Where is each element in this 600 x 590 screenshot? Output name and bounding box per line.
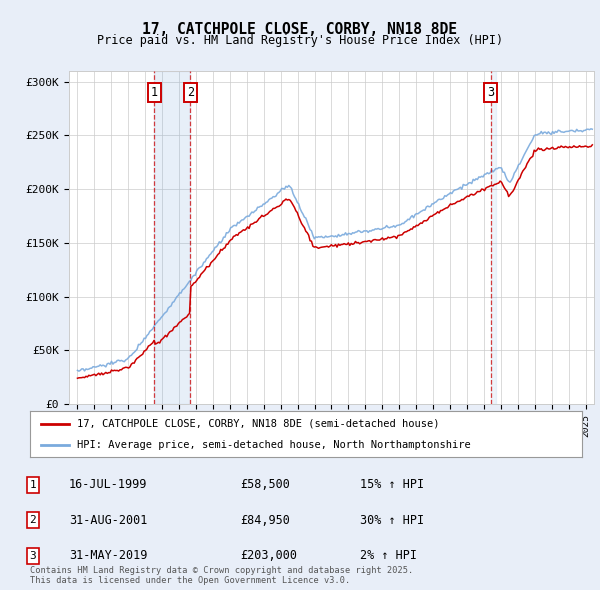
Text: 17, CATCHPOLE CLOSE, CORBY, NN18 8DE (semi-detached house): 17, CATCHPOLE CLOSE, CORBY, NN18 8DE (se…	[77, 419, 439, 429]
Text: 1: 1	[151, 86, 158, 99]
Text: 2: 2	[29, 516, 37, 525]
Text: 30% ↑ HPI: 30% ↑ HPI	[360, 514, 424, 527]
Text: 17, CATCHPOLE CLOSE, CORBY, NN18 8DE: 17, CATCHPOLE CLOSE, CORBY, NN18 8DE	[143, 22, 458, 37]
Text: 1: 1	[29, 480, 37, 490]
Text: 15% ↑ HPI: 15% ↑ HPI	[360, 478, 424, 491]
Bar	[491, 71, 496, 404]
Text: Price paid vs. HM Land Registry's House Price Index (HPI): Price paid vs. HM Land Registry's House …	[97, 34, 503, 47]
Bar	[154, 71, 190, 404]
Text: Contains HM Land Registry data © Crown copyright and database right 2025.
This d: Contains HM Land Registry data © Crown c…	[30, 566, 413, 585]
Text: 16-JUL-1999: 16-JUL-1999	[69, 478, 148, 491]
Text: 31-AUG-2001: 31-AUG-2001	[69, 514, 148, 527]
Text: £203,000: £203,000	[240, 549, 297, 562]
Text: 3: 3	[487, 86, 494, 99]
Text: 2: 2	[187, 86, 194, 99]
Text: 31-MAY-2019: 31-MAY-2019	[69, 549, 148, 562]
Text: 2% ↑ HPI: 2% ↑ HPI	[360, 549, 417, 562]
Text: £58,500: £58,500	[240, 478, 290, 491]
Text: £84,950: £84,950	[240, 514, 290, 527]
Text: 3: 3	[29, 551, 37, 560]
Text: HPI: Average price, semi-detached house, North Northamptonshire: HPI: Average price, semi-detached house,…	[77, 440, 470, 450]
